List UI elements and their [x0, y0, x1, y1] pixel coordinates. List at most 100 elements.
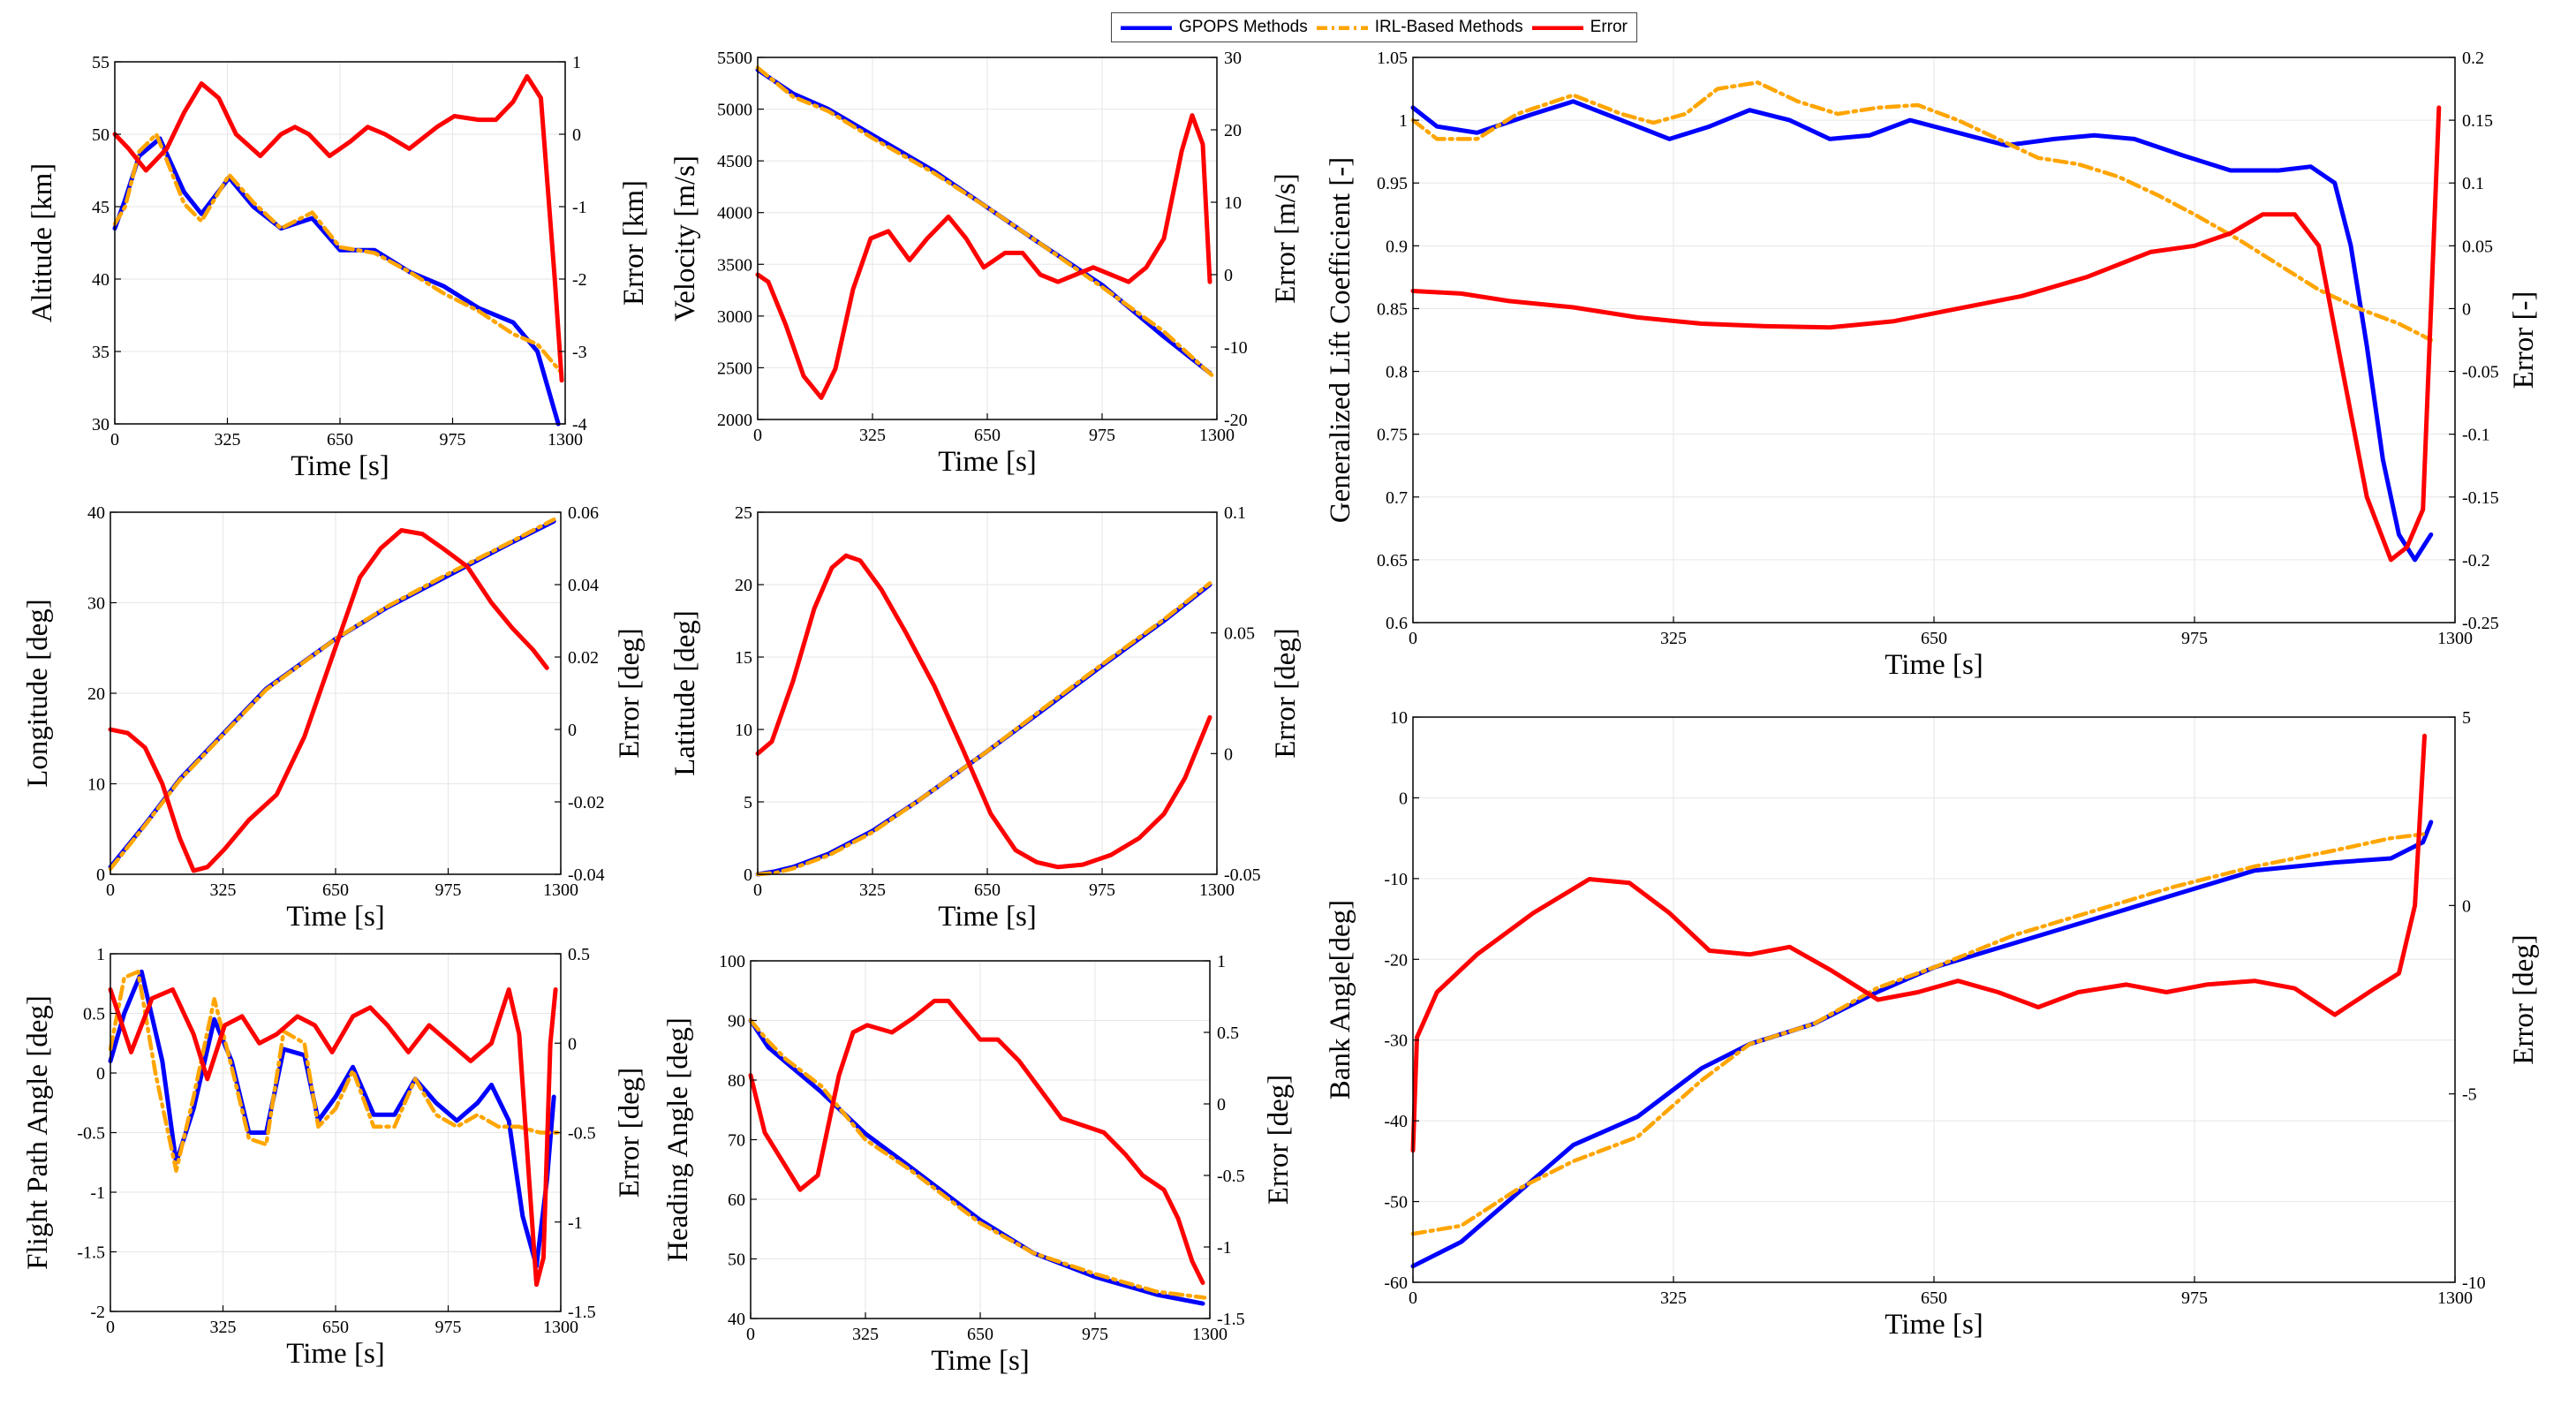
legend-swatch-gpops — [1121, 26, 1172, 30]
y2-tick-label: -0.15 — [2462, 488, 2499, 508]
series-line-gpops-methods — [755, 67, 1212, 375]
x-tick-label: 650 — [974, 426, 1001, 445]
y-tick-label: 60 — [728, 1190, 745, 1210]
y-axis-label: Velocity [m/s] — [669, 155, 701, 321]
chart-flight-path-angle: 0 325 650 975 1300 -2 -1.5 -1 -0.5 0 0.5 1 -1.5 -1 -0.… — [22, 945, 646, 1370]
y2-tick-label: 1 — [1217, 952, 1226, 971]
y-tick-label: 0 — [96, 865, 105, 885]
y-tick-label: -60 — [1384, 1273, 1408, 1293]
y2-tick-label: 0.04 — [568, 576, 599, 595]
y-tick-label: 4000 — [717, 204, 752, 223]
x-tick-label: 0 — [753, 880, 762, 900]
y-tick-label: 3000 — [717, 307, 752, 327]
y2-tick-label: 0.1 — [1224, 503, 1246, 523]
legend-swatch-error — [1531, 26, 1583, 30]
y-tick-label: 5500 — [717, 49, 752, 68]
y-axis-label: Longitude [deg] — [22, 599, 54, 788]
y2-tick-label: -0.05 — [1224, 865, 1261, 885]
x-tick-label: 1300 — [548, 430, 583, 450]
x-axis-label: Time [s] — [938, 446, 1037, 478]
y-axis-label: Heading Angle [deg] — [662, 1017, 694, 1262]
y2-tick-label: 20 — [1224, 121, 1242, 140]
series-line-irl-based-methods — [748, 1018, 1207, 1300]
y2-tick-label: -0.02 — [568, 793, 605, 812]
x-tick-label: 325 — [859, 426, 886, 445]
series-line-irl-based-methods — [755, 65, 1214, 377]
y-tick-label: -0.5 — [77, 1124, 105, 1144]
series-line-irl-based-methods — [112, 132, 564, 375]
y2-tick-label: -1 — [568, 1213, 583, 1233]
x-tick-label: 0 — [746, 1325, 755, 1344]
y-tick-label: 2500 — [717, 359, 752, 378]
x-tick-label: 1300 — [2437, 629, 2473, 648]
x-axis-label: Time [s] — [286, 1338, 385, 1370]
chart-bank-angle: 0 325 650 975 1300-60-50-40-30-20-10010-10-5… — [1325, 708, 2540, 1341]
y2-tick-label: -1 — [1217, 1238, 1232, 1258]
y2-tick-label: -4 — [572, 415, 587, 434]
series-line-gpops-methods — [108, 969, 556, 1269]
y2-axis-label: Error [m/s] — [1270, 173, 1302, 304]
y2-tick-label: -3 — [572, 343, 587, 362]
x-tick-label: 650 — [967, 1325, 993, 1344]
series-line-error — [108, 987, 558, 1288]
series-line-irl-based-methods — [755, 581, 1212, 877]
y-tick-label: 0 — [96, 1064, 105, 1084]
y-axis-label: Generalized Lift Coefficient [-] — [1325, 157, 1356, 523]
series-line-error — [112, 73, 564, 383]
y2-tick-label: 0 — [1224, 744, 1233, 764]
x-tick-label: 650 — [322, 1318, 349, 1337]
y-tick-label: 55 — [92, 53, 110, 72]
y2-tick-label: 30 — [1224, 49, 1242, 68]
y-tick-label: 50 — [728, 1251, 745, 1270]
legend-label-error: Error — [1590, 18, 1628, 36]
y2-tick-label: -0.2 — [2462, 551, 2490, 570]
series-line-irl-based-methods — [108, 970, 560, 1173]
y-tick-label: 0.95 — [1377, 174, 1408, 193]
y2-tick-label: -5 — [2462, 1085, 2477, 1105]
legend-label-gpops: GPOPS Methods — [1179, 18, 1308, 36]
y-tick-label: 2000 — [717, 411, 752, 430]
y2-tick-label: 0.02 — [568, 648, 599, 668]
y2-tick-label: -0.04 — [568, 865, 605, 885]
y2-tick-label: -10 — [2462, 1273, 2486, 1293]
y2-tick-label: -10 — [1224, 338, 1248, 358]
y-tick-label: 20 — [87, 684, 105, 704]
chart-altitude: 0 325 650 975 1300 30 35 40 45 50 55 -4 -3 -2 -1 0 1 Time… — [26, 53, 650, 482]
x-axis-label: Time [s] — [1885, 649, 1983, 681]
y-tick-label: 4500 — [717, 152, 752, 171]
y-tick-label: 0.5 — [83, 1005, 105, 1024]
y2-tick-label: -20 — [1224, 411, 1248, 430]
x-tick-label: 975 — [435, 1318, 462, 1337]
y2-axis-label: Error [-] — [2508, 291, 2540, 389]
chart-lift-coefficient: 0 325 650 975 1300 0.6 0.65 0.7 0.75 0.8 0.85 0.9 0.… — [1325, 49, 2540, 681]
y-tick-label: -30 — [1384, 1031, 1408, 1051]
y2-axis-label: Error [deg] — [614, 1068, 646, 1198]
chart-longitude: 0 325 650 975 1300 0 10 20 30 40 -0.04 -0.02 0 0.02 0.… — [22, 503, 646, 933]
y-tick-label: -2 — [90, 1303, 105, 1322]
x-axis-label: Time [s] — [938, 901, 1037, 933]
y2-tick-label: -1.5 — [1217, 1310, 1245, 1329]
y2-tick-label: 1 — [572, 53, 581, 72]
y2-tick-label: 0 — [568, 721, 577, 740]
y2-tick-label: 0.5 — [568, 945, 590, 964]
y-tick-label: 10 — [87, 775, 105, 795]
series-line-error — [755, 113, 1212, 400]
y-tick-label: 20 — [735, 576, 752, 595]
series-line-gpops-methods — [108, 518, 556, 870]
y-tick-label: 70 — [728, 1131, 745, 1151]
chart-latitude: 0 325 650 975 1300 0 5 10 15 20 25 -0.05 0 0.05 0.1 Tim… — [669, 503, 1302, 933]
series-line-gpops-methods — [748, 1018, 1205, 1306]
y2-tick-label: 0 — [1224, 266, 1233, 285]
y-tick-label: 3500 — [717, 255, 752, 275]
x-tick-label: 1300 — [2437, 1288, 2473, 1308]
x-tick-label: 650 — [974, 880, 1001, 900]
x-tick-label: 975 — [1089, 426, 1115, 445]
y-tick-label: 0 — [1399, 789, 1408, 808]
x-tick-label: 325 — [210, 880, 237, 900]
y2-tick-label: -1 — [572, 198, 587, 217]
y2-tick-label: 0.15 — [2462, 111, 2493, 131]
series-line-error — [1410, 733, 2427, 1153]
y-tick-label: 45 — [92, 198, 110, 217]
x-tick-label: 0 — [1409, 629, 1417, 648]
y2-tick-label: 0.06 — [568, 503, 599, 523]
